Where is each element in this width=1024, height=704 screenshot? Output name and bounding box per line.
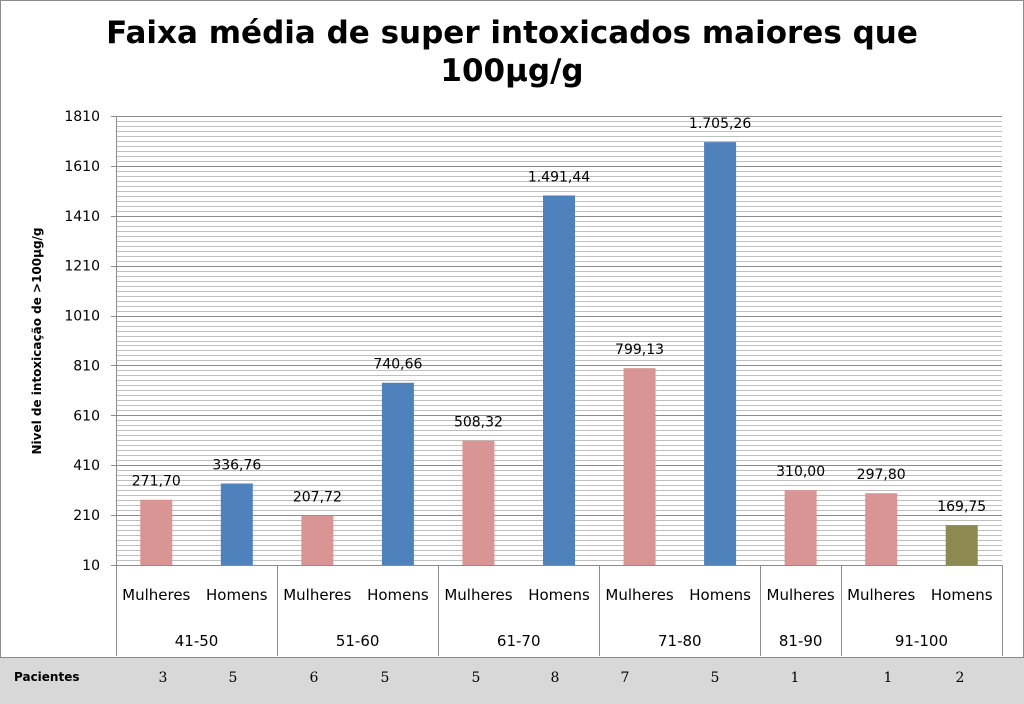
bar-homens-51-60 — [381, 382, 414, 565]
category-label: Homens — [206, 586, 268, 604]
data-label: 740,66 — [373, 357, 422, 373]
category-label: Mulheres — [444, 586, 512, 604]
patient-count: 5 — [710, 670, 720, 686]
data-label: 508,32 — [454, 415, 503, 431]
bar-mulheres-61-70 — [462, 440, 495, 565]
data-label: 271,70 — [132, 474, 181, 490]
patient-count: 5 — [380, 670, 390, 686]
category-label: Mulheres — [847, 586, 915, 604]
category-label: Mulheres — [605, 586, 673, 604]
patient-count: 5 — [471, 670, 481, 686]
data-label: 169,75 — [937, 499, 986, 515]
bar-homens-71-80 — [704, 142, 737, 565]
bar-mulheres-41-50 — [140, 499, 173, 565]
y-tick-label: 1410 — [64, 209, 100, 225]
data-label: 207,72 — [293, 490, 342, 506]
y-tick-label: 1610 — [64, 159, 100, 175]
data-label: 799,13 — [615, 342, 664, 358]
data-label: 310,00 — [776, 464, 825, 480]
data-label: 1.705,26 — [689, 116, 751, 132]
y-tick-label: 610 — [73, 408, 100, 424]
chart-title-line-1: Faixa média de super intoxicados maiores… — [106, 15, 918, 51]
patient-count: 7 — [620, 670, 630, 686]
group-label: 41-50 — [175, 632, 219, 650]
chart-title-line-2: 100µg/g — [440, 53, 584, 89]
category-label: Mulheres — [283, 586, 351, 604]
bar-homens-61-70 — [543, 195, 575, 566]
patient-count: 3 — [158, 670, 168, 686]
bar-homens-41-50 — [220, 483, 253, 565]
chart-title: Faixa média de super intoxicados maiores… — [0, 14, 1024, 90]
group-label: 91-100 — [895, 632, 948, 650]
patient-count: 6 — [309, 670, 319, 686]
patient-count: 5 — [228, 670, 238, 686]
patient-count: 1 — [790, 670, 800, 686]
bar-chart: 10 210 410 610 810 1010 1210 1410 1610 1810 Nivel … — [30, 109, 1003, 656]
data-label: 336,76 — [212, 457, 261, 473]
category-label: Homens — [367, 586, 429, 604]
patient-count: 2 — [955, 670, 965, 686]
y-tick-label: 410 — [73, 458, 100, 474]
category-label: Mulheres — [767, 586, 835, 604]
bar-mulheres-71-80 — [623, 368, 656, 565]
category-label: Homens — [931, 586, 993, 604]
category-label: Homens — [689, 586, 751, 604]
data-label: 297,80 — [857, 467, 906, 483]
data-label: 1.491,44 — [528, 169, 590, 185]
y-tick-label: 210 — [73, 508, 100, 524]
y-tick-label: 1810 — [64, 109, 100, 125]
group-label: 81-90 — [779, 632, 823, 650]
group-label: 51-60 — [336, 632, 380, 650]
bar-mulheres-81-90 — [784, 490, 817, 565]
patient-count: 1 — [883, 670, 893, 686]
y-tick-label: 1210 — [64, 259, 100, 275]
y-tick-label: 1010 — [64, 309, 100, 325]
bar-mulheres-91-100 — [865, 493, 898, 565]
y-tick-label: 10 — [82, 558, 100, 574]
patient-count: 8 — [550, 670, 560, 686]
patients-footer: Pacientes 3 5 6 5 5 8 7 5 1 1 2 — [0, 658, 1024, 704]
category-label: Homens — [528, 586, 590, 604]
bar-homens-91-100 — [945, 525, 978, 565]
y-axis-title: Nivel de intoxicação de >100µg/g — [30, 227, 44, 454]
y-tick-label: 810 — [73, 358, 100, 374]
group-label: 61-70 — [497, 632, 541, 650]
group-label: 71-80 — [658, 632, 702, 650]
bar-mulheres-51-60 — [301, 515, 334, 565]
patients-label: Pacientes — [14, 670, 80, 684]
category-label: Mulheres — [122, 586, 190, 604]
